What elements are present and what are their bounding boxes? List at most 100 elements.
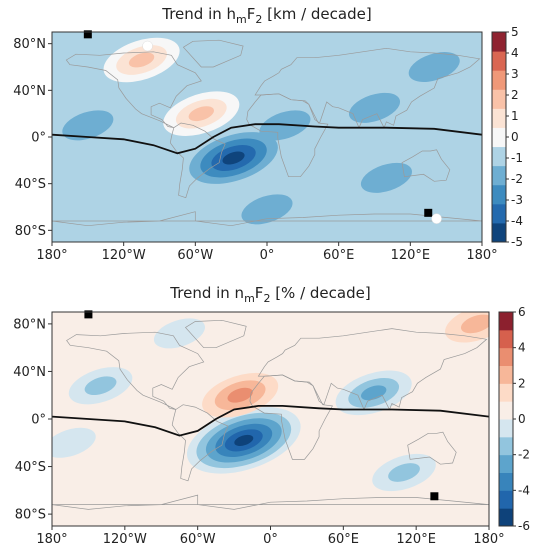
p1-ytick-label: 0° <box>31 131 46 146</box>
p2-colorbar-tick-label: 0 <box>518 412 526 426</box>
p1-ytick-label: 80°S <box>15 224 46 239</box>
p2-colorbar-band <box>499 329 513 349</box>
p2-coastlines <box>52 319 489 510</box>
p2-anomaly-contour <box>84 376 117 396</box>
p2-colorbar-band <box>499 312 513 331</box>
p2-xtick-label: 120°E <box>396 532 436 547</box>
p1-trend-field <box>52 32 482 242</box>
p1-coastline-5 <box>182 39 244 68</box>
p1-title-subscript: m <box>236 13 247 26</box>
p2-colorbar-tick-label: -6 <box>518 519 530 533</box>
p2-ytick-label: 80°S <box>15 508 46 523</box>
p1-colorbar-band <box>492 184 506 205</box>
p2-anomaly-contour <box>52 427 96 458</box>
p2-colorbar-band <box>499 401 513 420</box>
p2-ytick-label: 80°N <box>13 317 46 332</box>
p2-xtick-label: 180° <box>36 532 67 547</box>
p2-xtick-label: 60°W <box>180 532 216 547</box>
p2-colorbar-tick-label: -4 <box>518 483 530 497</box>
p1-title-text: Trend in h <box>161 5 236 23</box>
p1-colorbar-tick-label: 5 <box>511 25 519 39</box>
p1-ytick-label: 80°N <box>13 37 46 52</box>
p1-xtick-label: 60°W <box>177 248 213 263</box>
p1-xtick-label: 180° <box>466 248 497 263</box>
p2-coastline-3 <box>249 374 333 460</box>
p1-colorbar-band <box>492 165 506 186</box>
p1-ytick-label: 40°S <box>15 177 46 192</box>
p1-anomaly-8 <box>241 194 293 225</box>
p1-anomaly-contour <box>241 194 293 225</box>
p2-title-text: Trend in n <box>169 284 244 302</box>
p1-colorbar-tick-label: 4 <box>511 46 519 60</box>
p1-ytick-label: 40°N <box>13 84 46 99</box>
p1-colorbar-band <box>492 222 506 243</box>
p2-anomaly-contour <box>360 385 387 401</box>
p2-xtick-label: 120°W <box>103 532 147 547</box>
p1-coastline-4 <box>401 149 451 182</box>
p1-xtick-label: 120°W <box>102 248 146 263</box>
p2-anomaly-4 <box>153 318 205 349</box>
p1-colorbar-tick-label: 2 <box>511 88 519 102</box>
p2-colorbar: 6 4 2 0 -2 -4 -6 <box>498 305 530 533</box>
p1-coastline-2 <box>254 47 481 129</box>
p2-colorbar-band <box>499 508 513 527</box>
p1-xtick-label: 120°E <box>391 248 431 263</box>
p1-colorbar-tick-label: -5 <box>511 235 523 249</box>
p2-colorbar-band <box>499 490 513 509</box>
p1-station-circle-1 <box>431 213 442 224</box>
p1-station-square-1 <box>424 208 433 217</box>
p2-colorbar-band <box>499 472 513 491</box>
p2-anomaly-7 <box>445 312 489 343</box>
p2-title: Trend in nmF2 [% / decade] <box>169 284 370 305</box>
p1-anomaly-4 <box>348 92 401 123</box>
p2-anomaly-contour <box>388 463 420 482</box>
p2-title-subscript: 2 <box>263 292 270 305</box>
p2-magnetic-equator <box>52 405 489 437</box>
p2-title-units: [% / decade] <box>270 284 370 302</box>
p1-magnetic-equator <box>52 123 482 155</box>
p1-title-units: [km / decade] <box>262 5 371 23</box>
p1-colorbar-band <box>492 51 506 71</box>
p1-colorbar-tick-label: -3 <box>511 193 523 207</box>
p2-coastline-5 <box>184 319 247 349</box>
p1-coastline-0 <box>65 51 202 129</box>
p1-coastline-3 <box>246 93 329 178</box>
p1-anomaly-contour <box>62 110 114 141</box>
p1-anomaly-contour <box>408 52 460 82</box>
p2-ytick-label: 40°N <box>13 365 46 380</box>
p1-xtick-label: 180° <box>36 248 67 263</box>
p1-colorbar: 5 4 3 2 1 0 -1 -2 -3 -4 -5 <box>491 25 523 249</box>
p1-colorbar-band <box>492 89 506 109</box>
p2-colorbar-tick-label: -2 <box>518 448 530 462</box>
p2-colorbar-tick-label: 6 <box>518 305 526 319</box>
p1-station-circle-0 <box>142 40 153 52</box>
p2-map-panel: Trend in nmF2 [% / decade] 180° 120°W 60°W 0… <box>13 284 530 547</box>
p1-colorbar-tick-label: 1 <box>511 109 519 123</box>
p2-title-subscript: m <box>244 292 255 305</box>
p1-anomaly-6 <box>360 162 412 193</box>
p2-anomaly-contour <box>460 314 489 334</box>
p2-xtick-label: 60°E <box>328 532 359 547</box>
p1-title-subscript: 2 <box>255 13 262 26</box>
p2-anomaly-0 <box>186 407 301 474</box>
p2-colorbar-band <box>499 365 513 384</box>
p2-coastline-6 <box>52 494 489 510</box>
p2-coastline-2 <box>257 328 488 411</box>
p2-station-square-1 <box>430 492 439 501</box>
p1-map-panel: Trend in hmF2 [km / decade] 180° 120°W 60°W… <box>13 5 523 263</box>
p1-colorbar-tick-label: -1 <box>511 151 523 165</box>
p2-trend-field <box>52 312 489 526</box>
p1-colorbar-band <box>492 203 506 224</box>
p1-anomaly-contour <box>188 106 214 122</box>
p1-title: Trend in hmF2 [km / decade] <box>161 5 371 26</box>
p2-colorbar-tick-label: 4 <box>518 341 526 355</box>
p1-xtick-label: 0° <box>260 248 275 263</box>
p1-colorbar-band <box>492 32 506 52</box>
p1-colorbar-band <box>492 127 506 148</box>
p1-colorbar-tick-label: -4 <box>511 214 523 228</box>
p1-colorbar-tick-label: 0 <box>511 130 519 144</box>
p1-anomaly-contour <box>348 92 401 123</box>
p2-anomaly-contour <box>227 387 253 403</box>
p1-station-square-0 <box>83 30 92 39</box>
